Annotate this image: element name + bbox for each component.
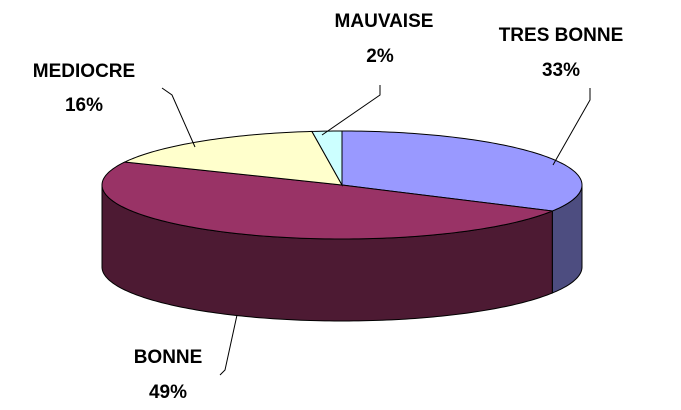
slice-percent: 33% [542,60,580,81]
slice-percent: 2% [366,46,394,67]
slice [101,161,553,240]
slice-percent: 16% [65,95,103,116]
slice-label: MEDIOCRE [33,61,135,82]
slice-label: TRES BONNE [499,25,624,46]
leader-line [219,314,238,376]
slice-label: BONNE [134,347,203,368]
pie [101,130,583,322]
leader-line [161,87,196,148]
slice [341,130,583,212]
slice-percent: 49% [149,382,187,403]
leader-line [552,88,591,166]
leader-line [321,85,381,136]
slice [122,130,343,186]
slice-label: MAUVAISE [335,11,434,32]
